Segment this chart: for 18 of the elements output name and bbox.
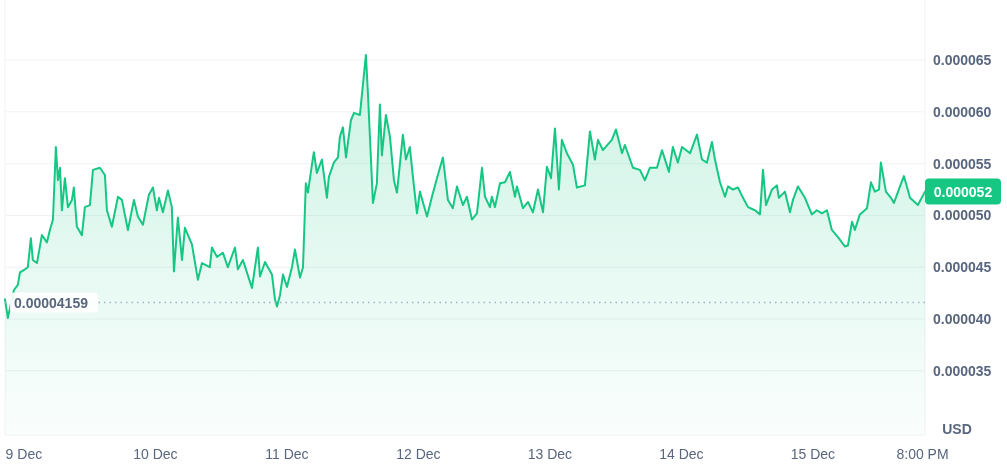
x-tick-label: 15 Dec [790, 446, 836, 462]
y-tick-label: 0.000050 [933, 207, 992, 224]
y-tick-label: 0.000040 [933, 310, 992, 327]
x-tick-label: 12 Dec [396, 446, 441, 462]
y-axis-title: USD [942, 421, 972, 437]
y-tick-label: 0.000035 [933, 362, 992, 379]
x-tick-label: 13 Dec [527, 446, 573, 462]
annotation: 0.000052 [933, 183, 993, 200]
y-tick-label: 0.000065 [933, 51, 992, 68]
y-tick-label: 0.000055 [933, 155, 992, 172]
x-tick-label: 9 Dec [5, 446, 43, 462]
y-tick-label: 0.000045 [933, 259, 992, 276]
x-tick-label: 14 Dec [659, 446, 704, 462]
x-tick-label: 11 Dec [265, 446, 309, 462]
x-tick-label: 8:00 PM [896, 446, 949, 462]
y-tick-label: 0.000060 [933, 103, 992, 120]
x-tick-label: 10 Dec [133, 446, 178, 462]
ref-line-label: 0.00004159 [14, 294, 89, 311]
